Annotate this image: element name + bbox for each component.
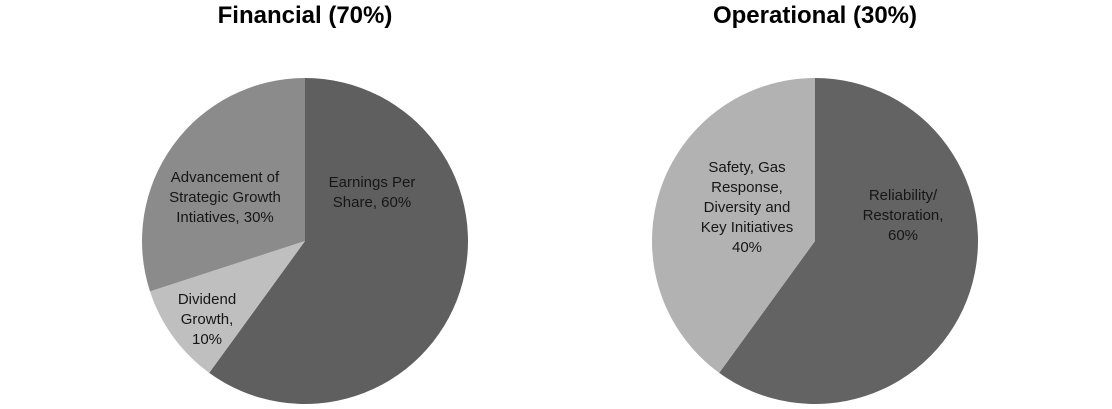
slice-label-dividend-growth: Dividend Growth, 10% xyxy=(177,291,237,348)
pie-slice-earnings-per-share xyxy=(209,78,468,404)
slice-label-earnings-per-share: Earnings Per Share, 60% xyxy=(328,174,416,211)
pie-slice-safety-gas-response xyxy=(651,78,815,373)
pie-operational xyxy=(651,78,978,404)
pie-chart-financial: Earnings Per Share, 60% Dividend Growth,… xyxy=(135,71,475,409)
slice-label-advancement-strategic-growth: Advancement of Strategic Growth Intiativ… xyxy=(169,169,281,226)
pie-slice-reliability-restoration xyxy=(719,78,978,404)
pie-chart-operational: Reliability/ Restoration, 60% Safety, Ga… xyxy=(645,71,985,409)
pie-slice-advancement-strategic-growth xyxy=(142,78,305,292)
pie-slice-dividend-growth xyxy=(149,241,305,373)
slice-label-safety-gas-response: Safety, Gas Response, Diversity and Key … xyxy=(700,159,794,256)
slice-label-reliability-restoration: Reliability/ Restoration, 60% xyxy=(862,187,944,244)
chart-title-operational: Operational (30%) xyxy=(712,2,918,29)
chart-title-financial: Financial (70%) xyxy=(217,2,393,29)
pie-financial xyxy=(142,78,468,404)
